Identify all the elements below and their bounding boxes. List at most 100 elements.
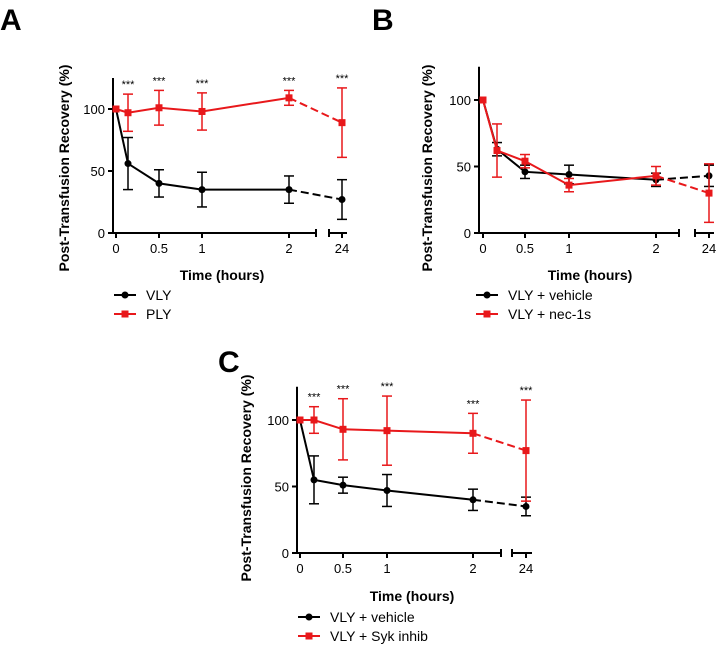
series-dashed-c-1 (472, 432, 527, 452)
data-point-square (112, 105, 120, 113)
panel-label-b: B (372, 4, 394, 37)
data-point-square (565, 181, 573, 189)
data-point-square (124, 109, 132, 117)
legend-b: VLY + vehicle VLY + nec-1s (476, 287, 593, 322)
significance-label: *** (381, 381, 395, 393)
axes-b: 0 50 100 0 0.5 1 2 24 (449, 66, 716, 256)
panel-label-c: C (218, 346, 240, 379)
x-tick-label-c: 0 (296, 561, 303, 576)
x-tick-label-c: 2 (469, 561, 476, 576)
series-dashed-a-0 (288, 188, 343, 201)
marks-b (479, 96, 714, 224)
data-point-square (296, 416, 304, 424)
x-axis-title-a: Time (hours) (180, 267, 265, 283)
chart-panel-a: A Post-Transfusion Recovery (%) Time (ho… (0, 4, 349, 322)
data-point-square (493, 147, 501, 155)
y-tick-label-a: 50 (91, 164, 105, 179)
legend-label-vly: VLY (146, 287, 172, 303)
significance-label: *** (337, 384, 351, 396)
y-tick-label-c: 0 (282, 546, 289, 561)
y-axis-title-b: Post-Transfusion Recovery (%) (419, 65, 435, 272)
axes-a: 0 50 100 0 0.5 1 2 24 (83, 78, 349, 256)
x-tick-label-b: 2 (652, 241, 659, 256)
significance-label: *** (336, 73, 350, 85)
x-tick-label-c: 1 (383, 561, 390, 576)
y-tick-label-a: 100 (83, 102, 105, 117)
x-tick-label-a: 1 (198, 241, 205, 256)
data-point-circle (383, 486, 391, 494)
data-point-circle (521, 168, 529, 176)
y-axis-title-c: Post-Transfusion Recovery (%) (238, 375, 254, 582)
chart-panel-c: C Post-Transfusion Recovery (%) Time (ho… (218, 346, 533, 644)
data-point-square (705, 189, 713, 197)
data-point-circle (339, 481, 347, 489)
x-tick-label-a: 0.5 (150, 241, 168, 256)
x-tick-label-b: 0.5 (516, 241, 534, 256)
x-tick-label-a: 24 (335, 241, 349, 256)
data-point-circle (469, 496, 477, 504)
significance-label: *** (153, 75, 167, 87)
significance-label: *** (308, 392, 322, 404)
x-tick-label-c: 24 (519, 561, 533, 576)
data-point-square (155, 104, 163, 112)
data-point-square (521, 157, 529, 165)
data-point-square (339, 425, 347, 433)
data-point-circle (310, 476, 318, 484)
significance-label: *** (122, 79, 136, 91)
y-tick-label-c: 50 (275, 480, 289, 495)
significance-label: *** (467, 398, 481, 410)
legend-marker-vly-vehicle-c (305, 613, 313, 621)
legend-c: VLY + vehicle VLY + Syk inhib (298, 609, 428, 644)
x-tick-label-a: 2 (285, 241, 292, 256)
panel-label-a: A (0, 4, 22, 37)
y-tick-label-b: 0 (464, 226, 471, 241)
data-point-square (652, 172, 660, 180)
y-tick-label-a: 0 (98, 226, 105, 241)
legend-marker-vly-syk (305, 632, 313, 640)
chart-panel-b: B Post-Transfusion Recovery (%) Time (ho… (372, 4, 716, 322)
data-point-square (310, 416, 318, 424)
data-point-square (198, 107, 206, 115)
marks-a: *** *** *** *** *** (112, 73, 350, 221)
data-point-square (469, 429, 477, 437)
y-tick-label-b: 100 (449, 93, 471, 108)
data-point-circle (124, 160, 132, 168)
legend-label-vly-vehicle: VLY + vehicle (508, 287, 593, 303)
marks-c: *** *** *** *** *** (296, 381, 534, 517)
series-dashed-a-1 (288, 96, 343, 124)
series-dashed-c-0 (472, 498, 527, 508)
y-axis-title-a: Post-Transfusion Recovery (%) (56, 65, 72, 272)
significance-label: *** (520, 385, 534, 397)
data-point-square (522, 447, 530, 455)
legend-label-ply: PLY (146, 306, 172, 322)
legend-label-vly-vehicle-c: VLY + vehicle (330, 609, 415, 625)
data-point-square (479, 96, 487, 104)
x-tick-label-c: 0.5 (334, 561, 352, 576)
data-point-circle (198, 186, 206, 194)
y-tick-label-c: 100 (267, 413, 289, 428)
x-tick-label-b: 24 (702, 241, 716, 256)
legend-marker-vly-vehicle (483, 291, 491, 299)
legend-a: VLY PLY (114, 287, 172, 322)
legend-marker-ply (121, 310, 129, 318)
x-axis-title-c: Time (hours) (370, 588, 455, 604)
series-dashed-b-0 (655, 174, 710, 181)
significance-label: *** (283, 75, 297, 87)
data-point-square (285, 94, 293, 102)
legend-marker-vly (121, 291, 129, 299)
data-point-circle (285, 186, 293, 194)
axes-c: 0 50 100 0 0.5 1 2 24 (267, 386, 533, 576)
x-tick-label-b: 0 (479, 241, 486, 256)
legend-label-vly-syk: VLY + Syk inhib (330, 628, 428, 644)
data-point-circle (155, 179, 163, 187)
legend-label-vly-nec1s: VLY + nec-1s (508, 306, 591, 322)
significance-label: *** (196, 78, 210, 90)
legend-marker-vly-nec1s (483, 310, 491, 318)
x-tick-label-a: 0 (112, 241, 119, 256)
y-tick-label-b: 50 (457, 160, 471, 175)
data-point-square (338, 119, 346, 127)
data-point-circle (565, 170, 573, 178)
data-point-square (383, 427, 391, 435)
data-point-circle (522, 502, 530, 510)
